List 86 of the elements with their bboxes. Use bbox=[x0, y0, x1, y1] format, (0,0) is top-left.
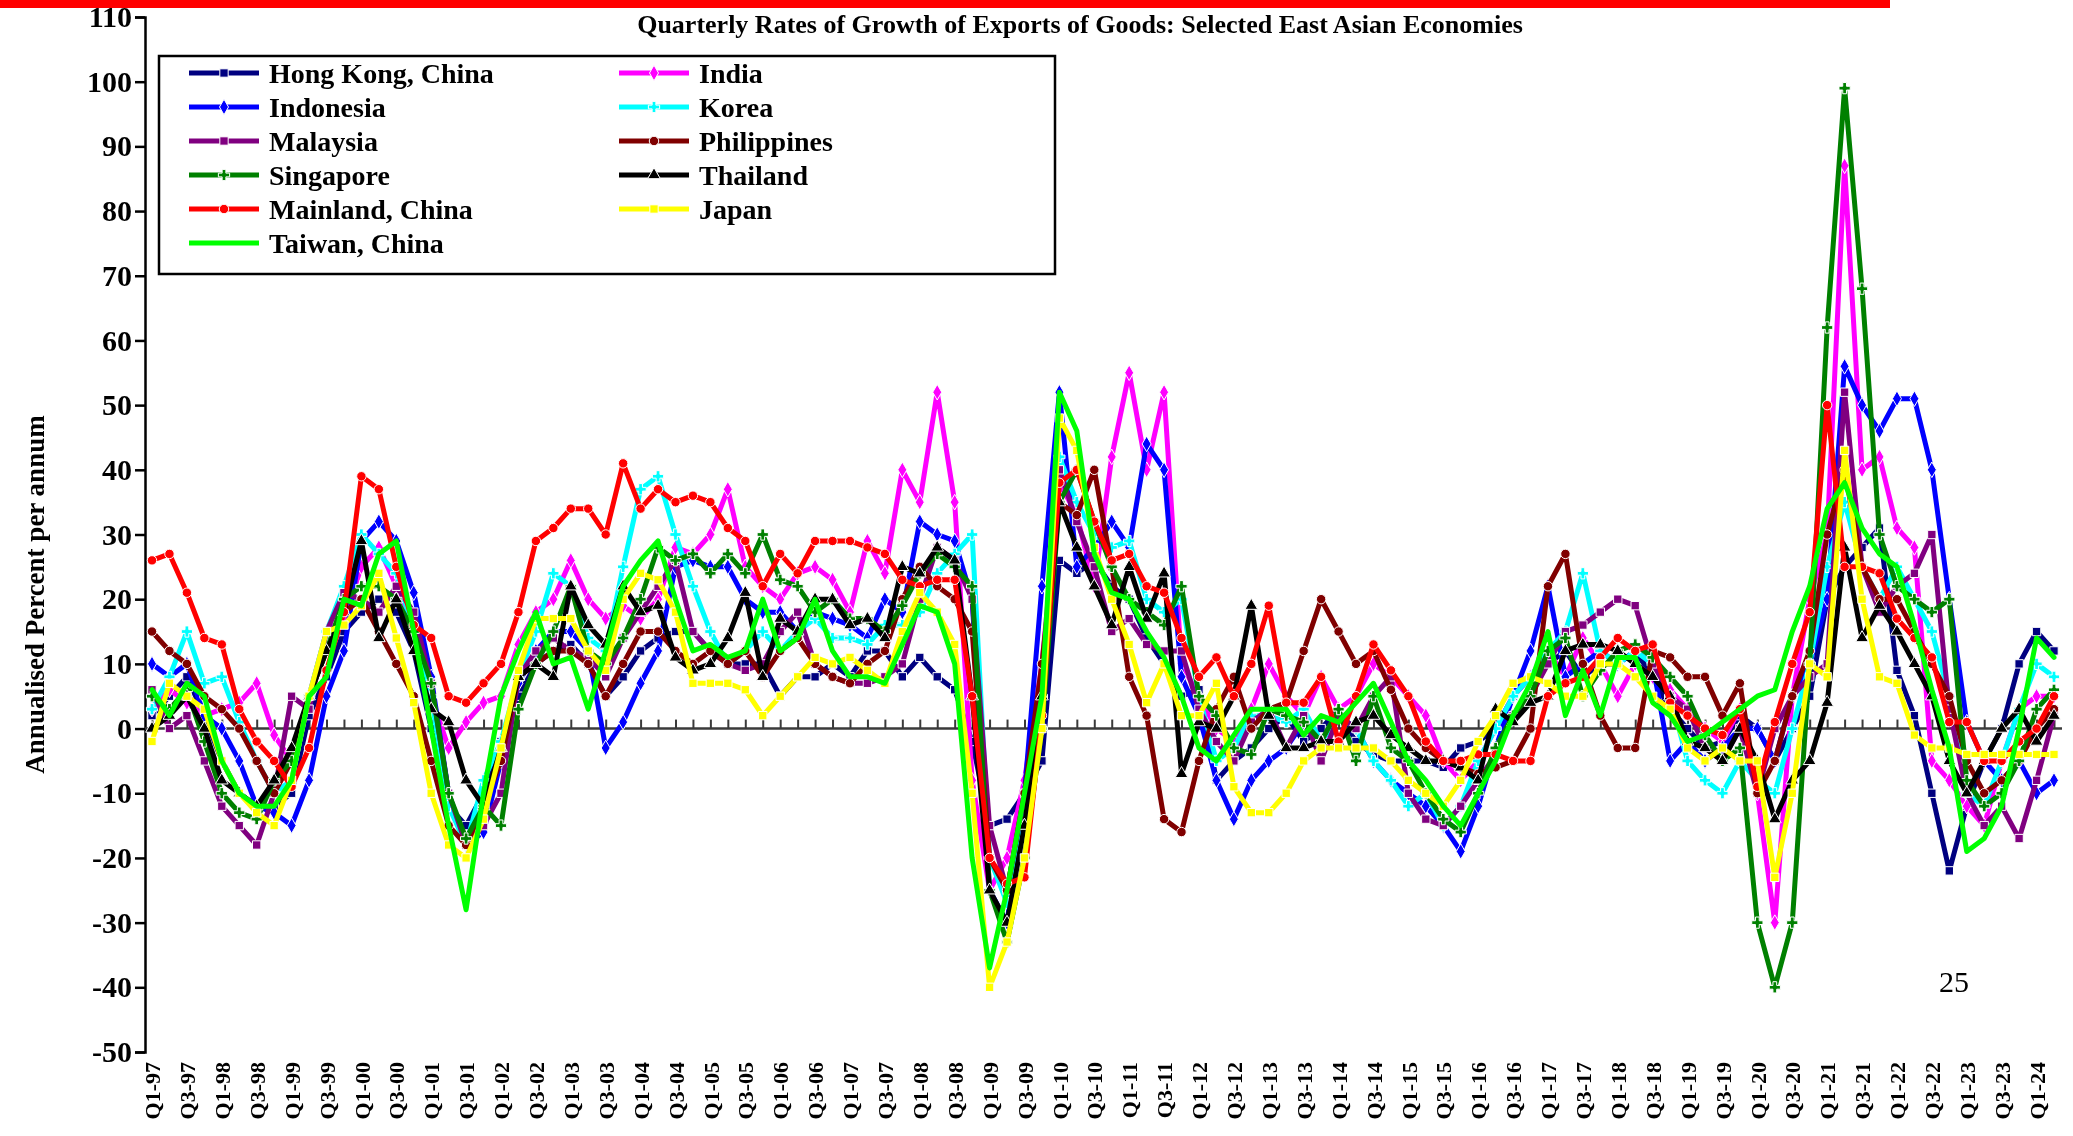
x-tick-label: Q3-19 bbox=[1710, 1062, 1736, 1120]
legend-label: Singapore bbox=[269, 159, 390, 191]
legend-label: Japan bbox=[699, 193, 773, 225]
x-tick-label: Q3-04 bbox=[663, 1062, 689, 1120]
x-tick-label: Q3-10 bbox=[1082, 1062, 1108, 1120]
x-tick-label: Q1-00 bbox=[349, 1062, 375, 1120]
x-tick-label: Q1-97 bbox=[140, 1062, 166, 1120]
y-tick-label: 10 bbox=[102, 646, 132, 680]
x-tick-label: Q3-05 bbox=[733, 1062, 759, 1120]
y-tick-label: 40 bbox=[102, 452, 132, 486]
x-tick-label: Q3-14 bbox=[1361, 1062, 1387, 1120]
x-tick-label: Q3-23 bbox=[1989, 1062, 2015, 1120]
x-tick-label: Q1-08 bbox=[907, 1062, 933, 1120]
x-tick-label: Q1-18 bbox=[1605, 1062, 1631, 1120]
x-tick-label: Q3-97 bbox=[175, 1062, 201, 1120]
x-tick-label: Q1-09 bbox=[977, 1062, 1003, 1120]
y-tick-label: 100 bbox=[87, 64, 132, 98]
y-tick-label: 90 bbox=[102, 129, 132, 163]
y-tick-label: 20 bbox=[102, 582, 132, 616]
legend-label: Hong Kong, China bbox=[269, 57, 494, 89]
x-tick-label: Q1-07 bbox=[838, 1062, 864, 1120]
x-tick-label: Q3-09 bbox=[1012, 1062, 1038, 1120]
x-tick-label: Q1-13 bbox=[1256, 1062, 1282, 1120]
legend-label: Taiwan, China bbox=[269, 227, 444, 259]
x-tick-label: Q1-03 bbox=[558, 1062, 584, 1120]
x-tick-label: Q3-11 bbox=[1152, 1062, 1178, 1119]
x-tick-label: Q3-15 bbox=[1431, 1062, 1457, 1120]
chart-title: Quarterly Rates of Growth of Exports of Goods: Selected East Asian Economies bbox=[637, 10, 1523, 39]
x-tick-label: Q3-98 bbox=[244, 1062, 270, 1120]
legend-label: India bbox=[699, 57, 763, 89]
x-tick-label: Q3-18 bbox=[1640, 1062, 1666, 1120]
x-tick-label: Q1-99 bbox=[279, 1062, 305, 1120]
x-tick-label: Q3-07 bbox=[873, 1062, 899, 1120]
x-tick-label: Q3-13 bbox=[1291, 1062, 1317, 1120]
x-tick-label: Q1-24 bbox=[2024, 1062, 2050, 1120]
x-tick-label: Q3-22 bbox=[1920, 1062, 1946, 1120]
y-tick-label: -30 bbox=[92, 905, 132, 939]
legend-label: Philippines bbox=[699, 125, 833, 157]
x-tick-label: Q1-23 bbox=[1954, 1062, 1980, 1120]
legend-label: Mainland, China bbox=[269, 193, 473, 225]
x-tick-label: Q3-99 bbox=[314, 1062, 340, 1120]
y-tick-label: -50 bbox=[92, 1035, 132, 1069]
y-tick-label: 110 bbox=[88, 0, 132, 34]
legend-label: Thailand bbox=[699, 159, 809, 191]
x-tick-label: Q3-00 bbox=[384, 1062, 410, 1120]
x-tick-label: Q1-04 bbox=[628, 1062, 654, 1120]
x-tick-label: Q1-17 bbox=[1536, 1062, 1562, 1120]
x-tick-label: Q3-16 bbox=[1501, 1062, 1527, 1120]
x-tick-label: Q3-17 bbox=[1571, 1062, 1597, 1120]
x-tick-label: Q3-02 bbox=[524, 1062, 550, 1120]
x-tick-label: Q3-01 bbox=[454, 1062, 480, 1120]
x-tick-label: Q1-21 bbox=[1815, 1062, 1841, 1120]
x-tick-label: Q1-06 bbox=[768, 1062, 794, 1120]
x-tick-label: Q1-02 bbox=[489, 1062, 515, 1120]
x-tick-label: Q3-20 bbox=[1780, 1062, 1806, 1120]
legend-label: Korea bbox=[699, 91, 774, 123]
y-tick-label: 30 bbox=[102, 517, 132, 551]
x-tick-label: Q1-22 bbox=[1885, 1062, 1911, 1120]
y-axis-title: Annualised Percent per annum bbox=[20, 414, 50, 774]
x-tick-label: Q3-08 bbox=[942, 1062, 968, 1120]
y-tick-label: -40 bbox=[92, 970, 132, 1004]
y-tick-label: -10 bbox=[92, 776, 132, 810]
legend-label: Malaysia bbox=[269, 125, 378, 157]
legend-label: Indonesia bbox=[269, 91, 386, 123]
y-tick-label: 0 bbox=[117, 711, 132, 745]
y-tick-label: 60 bbox=[102, 323, 132, 357]
annotation: 25 bbox=[1939, 965, 1969, 998]
x-tick-label: Q1-01 bbox=[419, 1062, 445, 1120]
x-tick-label: Q1-14 bbox=[1326, 1062, 1352, 1120]
y-tick-label: 70 bbox=[102, 258, 132, 292]
x-tick-label: Q3-06 bbox=[803, 1062, 829, 1120]
x-tick-label: Q1-19 bbox=[1675, 1062, 1701, 1120]
y-tick-label: 50 bbox=[102, 388, 132, 422]
x-tick-label: Q1-10 bbox=[1047, 1062, 1073, 1120]
x-tick-label: Q1-15 bbox=[1396, 1062, 1422, 1120]
x-tick-label: Q3-21 bbox=[1850, 1062, 1876, 1120]
x-tick-label: Q1-11 bbox=[1117, 1062, 1143, 1119]
x-tick-label: Q3-03 bbox=[593, 1062, 619, 1120]
y-tick-label: 80 bbox=[102, 194, 132, 228]
y-tick-label: -20 bbox=[92, 841, 132, 875]
x-tick-label: Q1-12 bbox=[1187, 1062, 1213, 1120]
x-tick-label: Q3-12 bbox=[1222, 1062, 1248, 1120]
x-tick-label: Q1-16 bbox=[1466, 1062, 1492, 1120]
x-tick-label: Q1-20 bbox=[1745, 1062, 1771, 1120]
x-tick-label: Q1-98 bbox=[210, 1062, 235, 1120]
x-tick-label: Q1-05 bbox=[698, 1062, 724, 1120]
